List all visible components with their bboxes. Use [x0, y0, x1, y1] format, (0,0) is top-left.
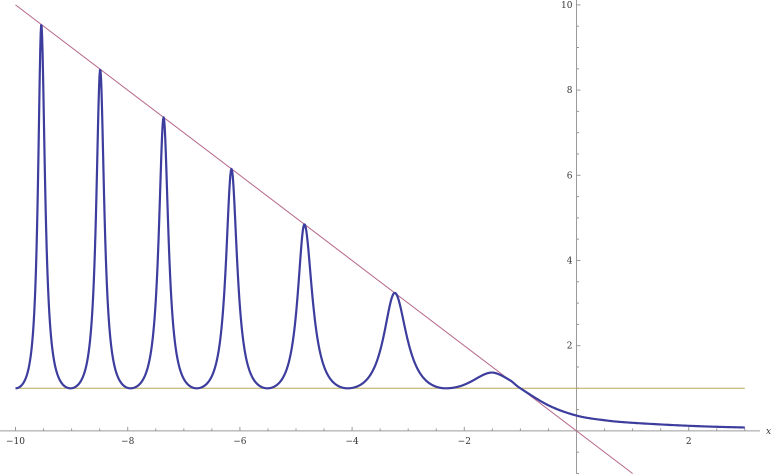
curve-series	[14, 23, 745, 429]
y-tick-label: 10	[561, 1, 573, 11]
x-tick-label: −2	[458, 437, 471, 447]
x-tick-label: −6	[233, 437, 247, 447]
y-tick-label: 6	[567, 171, 573, 181]
y-tick-label: 2	[567, 342, 573, 352]
y-tick-label: 8	[567, 86, 573, 96]
x-tick-label: −4	[345, 437, 359, 447]
y-tick-label: 4	[567, 257, 573, 267]
x-axis-label: x	[766, 427, 771, 437]
x-tick-label: 2	[686, 437, 692, 447]
diagonal-line-y-neg-x	[15, 4, 633, 474]
ticks: −10 −8 −6 −4 −2 2 2 4 6 8 10	[6, 1, 746, 474]
x-tick-label: −8	[121, 437, 135, 447]
x-tick-label: −10	[6, 437, 25, 447]
